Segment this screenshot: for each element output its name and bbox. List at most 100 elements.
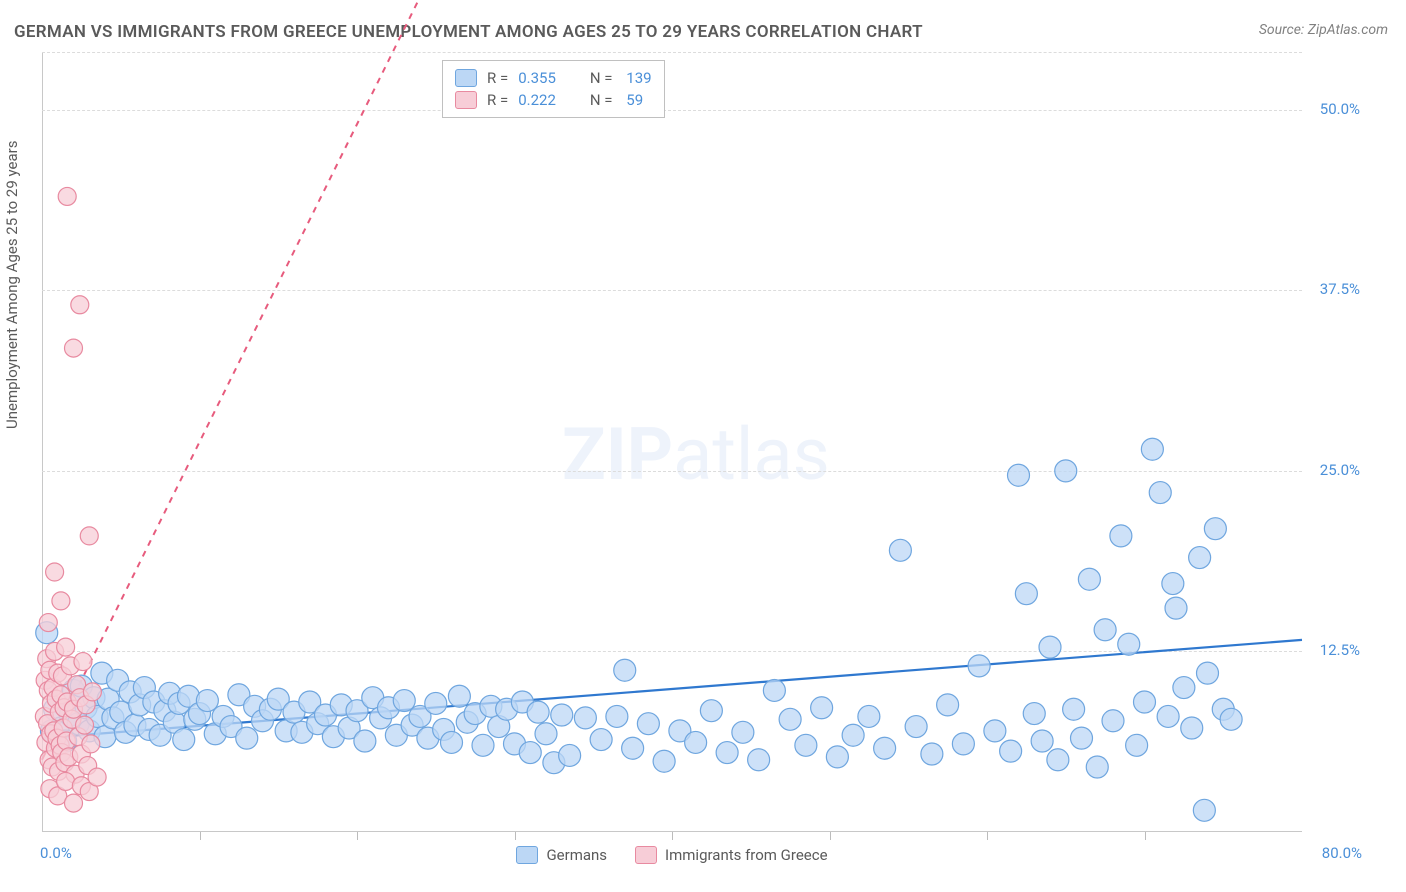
data-point xyxy=(984,720,1006,742)
data-point xyxy=(472,734,494,756)
data-point xyxy=(590,729,612,751)
data-point xyxy=(76,716,94,734)
legend-series: Germans Immigrants from Greece xyxy=(42,846,1302,864)
data-point xyxy=(779,708,801,730)
legend-series-label: Immigrants from Greece xyxy=(665,846,828,864)
data-point xyxy=(1015,583,1037,605)
legend-row: R = 0.355 N = 139 xyxy=(455,67,652,89)
data-point xyxy=(39,614,57,632)
data-point xyxy=(1162,573,1184,595)
data-point xyxy=(1086,756,1108,778)
data-point xyxy=(1055,460,1077,482)
data-point xyxy=(1197,662,1219,684)
data-point xyxy=(874,737,896,759)
y-tick-label: 50.0% xyxy=(1320,100,1360,118)
data-point xyxy=(700,700,722,722)
data-point xyxy=(1189,547,1211,569)
x-tick xyxy=(515,832,516,840)
data-point xyxy=(74,653,92,671)
data-point xyxy=(1000,740,1022,762)
legend-swatch xyxy=(635,846,657,864)
data-point xyxy=(763,679,785,701)
data-point xyxy=(65,339,83,357)
x-tick xyxy=(1145,832,1146,840)
data-point xyxy=(46,563,64,581)
legend-series-label: Germans xyxy=(546,846,607,864)
chart-title: GERMAN VS IMMIGRANTS FROM GREECE UNEMPLO… xyxy=(14,22,923,42)
data-point xyxy=(535,723,557,745)
legend-r-value: 0.355 xyxy=(518,67,556,89)
data-point xyxy=(622,737,644,759)
data-point xyxy=(842,724,864,746)
legend-n-label: N = xyxy=(590,67,613,89)
data-point xyxy=(1031,730,1053,752)
data-point xyxy=(527,701,549,723)
legend-r-label: R = xyxy=(487,89,508,111)
legend-swatch xyxy=(516,846,538,864)
data-point xyxy=(1023,703,1045,725)
data-point xyxy=(354,730,376,752)
data-point xyxy=(559,744,581,766)
data-point xyxy=(1193,799,1215,821)
data-point xyxy=(519,742,541,764)
legend-n-value: 59 xyxy=(623,89,644,111)
data-point xyxy=(1039,636,1061,658)
data-point xyxy=(795,734,817,756)
data-point xyxy=(716,742,738,764)
x-max-label: 80.0% xyxy=(1322,844,1362,862)
data-point xyxy=(57,638,75,656)
data-point xyxy=(1173,677,1195,699)
data-point xyxy=(889,539,911,561)
data-point xyxy=(441,731,463,753)
x-tick xyxy=(672,832,673,840)
data-point xyxy=(653,750,675,772)
x-tick xyxy=(357,832,358,840)
data-point xyxy=(65,794,83,812)
x-tick xyxy=(987,832,988,840)
data-point xyxy=(82,735,100,753)
data-point xyxy=(1220,708,1242,730)
data-point xyxy=(236,727,258,749)
data-point xyxy=(1181,717,1203,739)
data-point xyxy=(826,746,848,768)
data-point xyxy=(58,187,76,205)
data-point xyxy=(88,768,106,786)
legend-correlation-box: R = 0.355 N = 139R =0.222N = 59 xyxy=(442,60,665,118)
data-point xyxy=(1047,749,1069,771)
data-point xyxy=(1141,438,1163,460)
legend-series-item: Immigrants from Greece xyxy=(635,846,828,864)
data-point xyxy=(57,772,75,790)
data-point xyxy=(968,655,990,677)
legend-n-label: N = xyxy=(590,89,613,111)
data-point xyxy=(732,721,754,743)
data-point xyxy=(1110,525,1132,547)
data-point xyxy=(1134,691,1156,713)
data-point xyxy=(637,713,659,735)
legend-n-value: 139 xyxy=(623,67,652,89)
data-point xyxy=(551,704,573,726)
data-point xyxy=(921,743,943,765)
legend-r-label: R = xyxy=(487,67,508,89)
data-point xyxy=(811,697,833,719)
legend-row: R =0.222N = 59 xyxy=(455,89,652,111)
legend-swatch xyxy=(455,91,477,109)
data-point xyxy=(80,527,98,545)
data-point xyxy=(937,694,959,716)
data-point xyxy=(1094,619,1116,641)
data-point xyxy=(1071,727,1093,749)
data-point xyxy=(52,592,70,610)
x-tick xyxy=(200,832,201,840)
data-point xyxy=(1204,518,1226,540)
data-point xyxy=(1126,734,1148,756)
source-attribution: Source: ZipAtlas.com xyxy=(1259,22,1388,38)
legend-series-item: Germans xyxy=(516,846,607,864)
data-point xyxy=(1078,568,1100,590)
data-point xyxy=(606,705,628,727)
data-point xyxy=(1149,482,1171,504)
data-point xyxy=(1008,464,1030,486)
data-point xyxy=(574,707,596,729)
y-tick-label: 25.0% xyxy=(1320,461,1360,479)
chart-area: ZIPatlas 12.5%25.0%37.5%50.0% 0.0% 80.0%… xyxy=(42,52,1302,832)
data-point xyxy=(614,659,636,681)
data-point xyxy=(1063,698,1085,720)
